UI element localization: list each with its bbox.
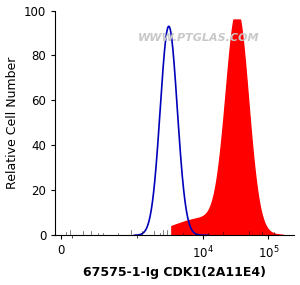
X-axis label: 67575-1-Ig CDK1(2A11E4): 67575-1-Ig CDK1(2A11E4): [83, 266, 266, 280]
Text: WWW.PTGLAS.COM: WWW.PTGLAS.COM: [138, 32, 260, 42]
Y-axis label: Relative Cell Number: Relative Cell Number: [6, 57, 19, 189]
